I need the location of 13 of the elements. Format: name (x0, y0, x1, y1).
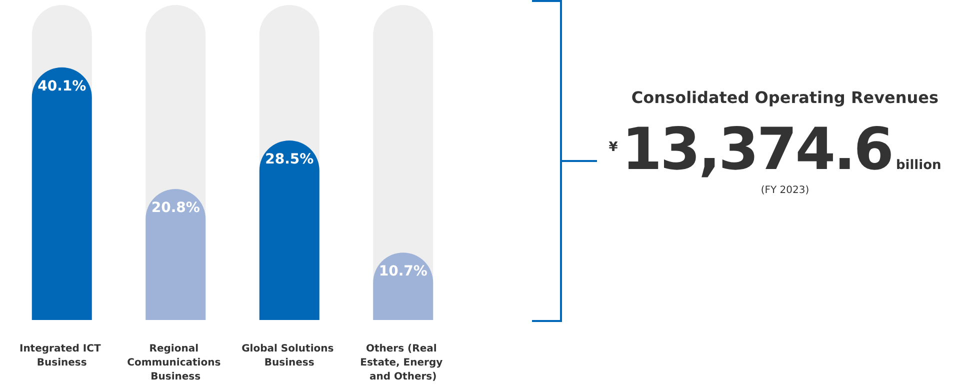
data-label: 28.5% (265, 151, 314, 168)
data-label: 20.8% (151, 200, 200, 216)
x-tick-label: Global Solutions Business (242, 344, 338, 368)
text: Consolidated Operating Revenues (630, 88, 940, 107)
text: (FY 2023) (760, 185, 810, 196)
data-label: 40.1% (38, 78, 86, 94)
text: billion (896, 158, 942, 173)
text: 13,374.6 (622, 115, 892, 183)
data-label: 10.7% (378, 264, 428, 280)
x-tick-label: Regional Communications Business (127, 344, 224, 382)
x-tick-label: Integrated ICT Business (19, 344, 104, 368)
text: ¥ (608, 140, 618, 155)
x-tick-label: Others (Real Estate, Energy and Others) (360, 344, 446, 382)
